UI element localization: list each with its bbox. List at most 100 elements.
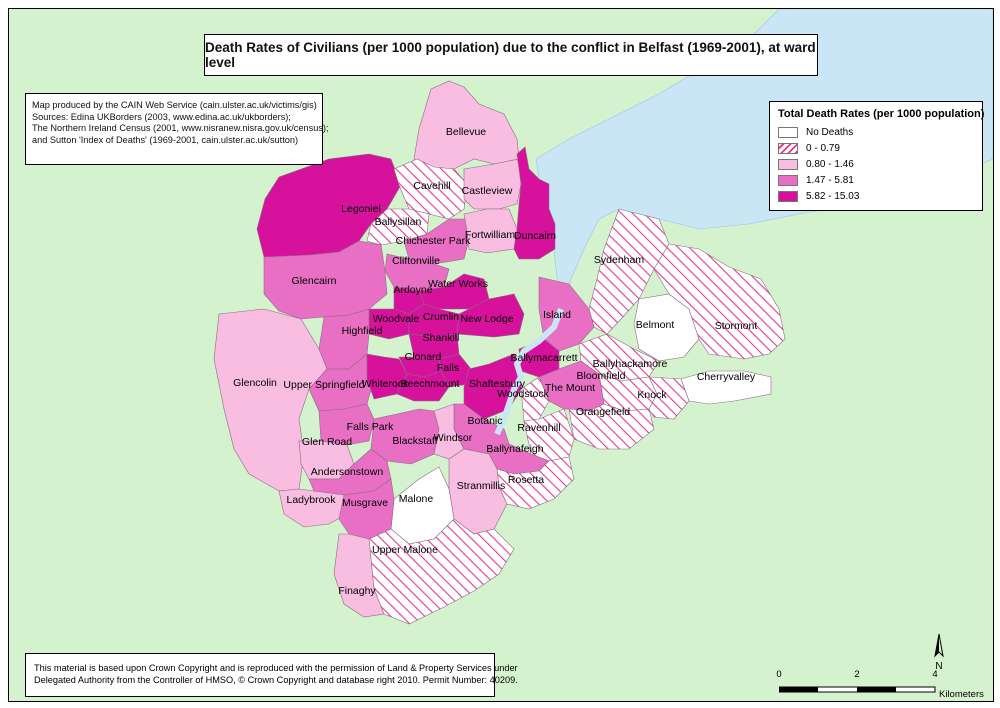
title-box: Death Rates of Civilians (per 1000 popul… [204,34,818,76]
ward-cavehill [393,158,468,220]
ward-new-lodge [456,293,525,338]
ward-castleview [463,158,522,210]
ward-stormont [653,243,786,360]
ward-label: Beechmount [400,378,460,390]
ward-label: Chichester Park [395,235,471,247]
ward-label: Cherryvalley [696,371,756,383]
legend-item-mid: 0.80 - 1.46 [778,156,974,172]
map-title: Death Rates of Civilians (per 1000 popul… [205,40,816,70]
legend-item-high: 1.47 - 5.81 [778,172,974,188]
scale-tick-label: 4 [932,669,938,680]
ward-glencairn [263,240,388,320]
legend-label: 0.80 - 1.46 [806,158,854,170]
source-line: and Sutton 'Index of Deaths' (1969-2001,… [32,134,299,145]
ward-label: Cliftonville [392,255,440,267]
ward-cherryvalley [680,370,772,405]
ward-label: Shaftesbury [468,378,526,390]
ward-label: Ballynafeigh [486,443,544,455]
ward-label: Ballyhackamore [592,358,668,370]
ward-duncairn [513,146,556,260]
ward-label: Cavehill [413,180,451,192]
legend-swatch [778,158,798,170]
ward-label: Orangefield [575,406,631,418]
ward-label: Ballysillan [374,216,422,228]
ward-label: Finaghy [338,585,376,597]
legend-item-low: 0 - 0.79 [778,140,974,156]
ward-label: Blackstaff [392,435,438,447]
ward-finaghy [333,533,385,618]
scale-tick-label: 0 [776,669,782,680]
legend-swatch [778,174,798,186]
ward-label: Sydenham [593,254,645,266]
source-line: Map produced by the CAIN Web Service (ca… [32,100,317,110]
ward-upper-malone [368,518,515,625]
legend-swatch [778,142,798,154]
ward-label: Ballymacarrett [510,352,578,364]
ward-label: Woodstock [497,388,549,400]
ward-label: Botanic [467,415,503,427]
ward-label: Glen Road [301,436,353,448]
ward-label: Glencolin [233,377,277,389]
map-frame: Death Rates of Civilians (per 1000 popul… [8,8,994,702]
ward-orangefield [568,403,655,450]
legend-item-top: 5.82 - 15.03 [778,188,974,204]
ward-label: Glencairn [291,275,337,287]
ward-label: Water Works [427,278,489,290]
ward-label: Woodvale [372,313,420,325]
ward-label: Castleview [461,185,513,197]
scale-unit: Kilometers [939,689,984,700]
legend-swatch [778,190,798,202]
scale-bar: 0 2 4 Kilometers [776,669,984,701]
river-lagan [494,307,564,436]
legend-label: 5.82 - 15.03 [806,190,860,202]
source-line: The Northern Ireland Census (2001, www.n… [32,123,329,133]
ward-label: Stranmillis [456,480,506,492]
ward-woodstock [520,376,550,422]
ward-label: Ladybrook [286,494,336,506]
ward-label: Island [542,309,572,321]
ward-label: Falls [436,362,460,374]
ward-label: Bellevue [445,126,487,138]
map-svg [213,9,993,625]
north-label: N [935,661,942,672]
ward-label: Stormont [714,320,758,332]
ward-label: Belmont [635,319,675,331]
copyright-line: Delegated Authority from the Controller … [34,675,518,685]
scale-tick-label: 2 [854,669,860,680]
north-arrow-icon: N [934,633,944,672]
ward-label: The Mount [544,382,596,394]
ward-label: Knock [637,389,667,401]
ward-label: Whiterock [361,378,409,390]
legend-label: 1.47 - 5.81 [806,174,854,186]
ward-label: Bloomfield [576,370,626,382]
copyright-line: This material is based upon Crown Copyri… [34,663,518,673]
ward-label: Clonard [404,351,442,363]
scale-bar-graphic [779,686,936,693]
legend-swatch [778,126,798,138]
ward-label: Upper Malone [372,544,438,556]
ward-label: Windsor [433,432,473,444]
ward-label: Legoniel [341,203,381,215]
ward-beechmount [396,370,450,402]
legend-label: 0 - 0.79 [806,142,840,154]
ward-knock [648,376,690,420]
ward-label: Shankill [422,332,460,344]
ward-label: Duncairn [513,230,557,242]
ward-label: Upper Springfield [283,379,365,391]
ward-label: Musgrave [341,497,389,509]
ward-label: Falls Park [346,421,394,433]
ward-sydenham [588,208,670,335]
ward-label: Crumlin [422,311,460,323]
ward-label: Malone [398,493,434,505]
source-line: Sources: Edina UKBorders (2003, www.edin… [32,111,291,122]
ward-bellevue [413,80,520,170]
ward-label: Fortwilliam [464,229,516,241]
ward-label: Rosetta [507,474,545,486]
ward-label: Ravenhill [517,422,561,434]
ward-label: New Lodge [460,313,514,325]
legend-item-no-deaths: No Deaths [778,124,974,140]
legend-label: No Deaths [806,126,854,138]
legend-title: Total Death Rates (per 1000 population) [778,108,985,120]
source-box: Map produced by the CAIN Web Service (ca… [25,93,329,165]
copyright-box: This material is based upon Crown Copyri… [25,653,518,697]
